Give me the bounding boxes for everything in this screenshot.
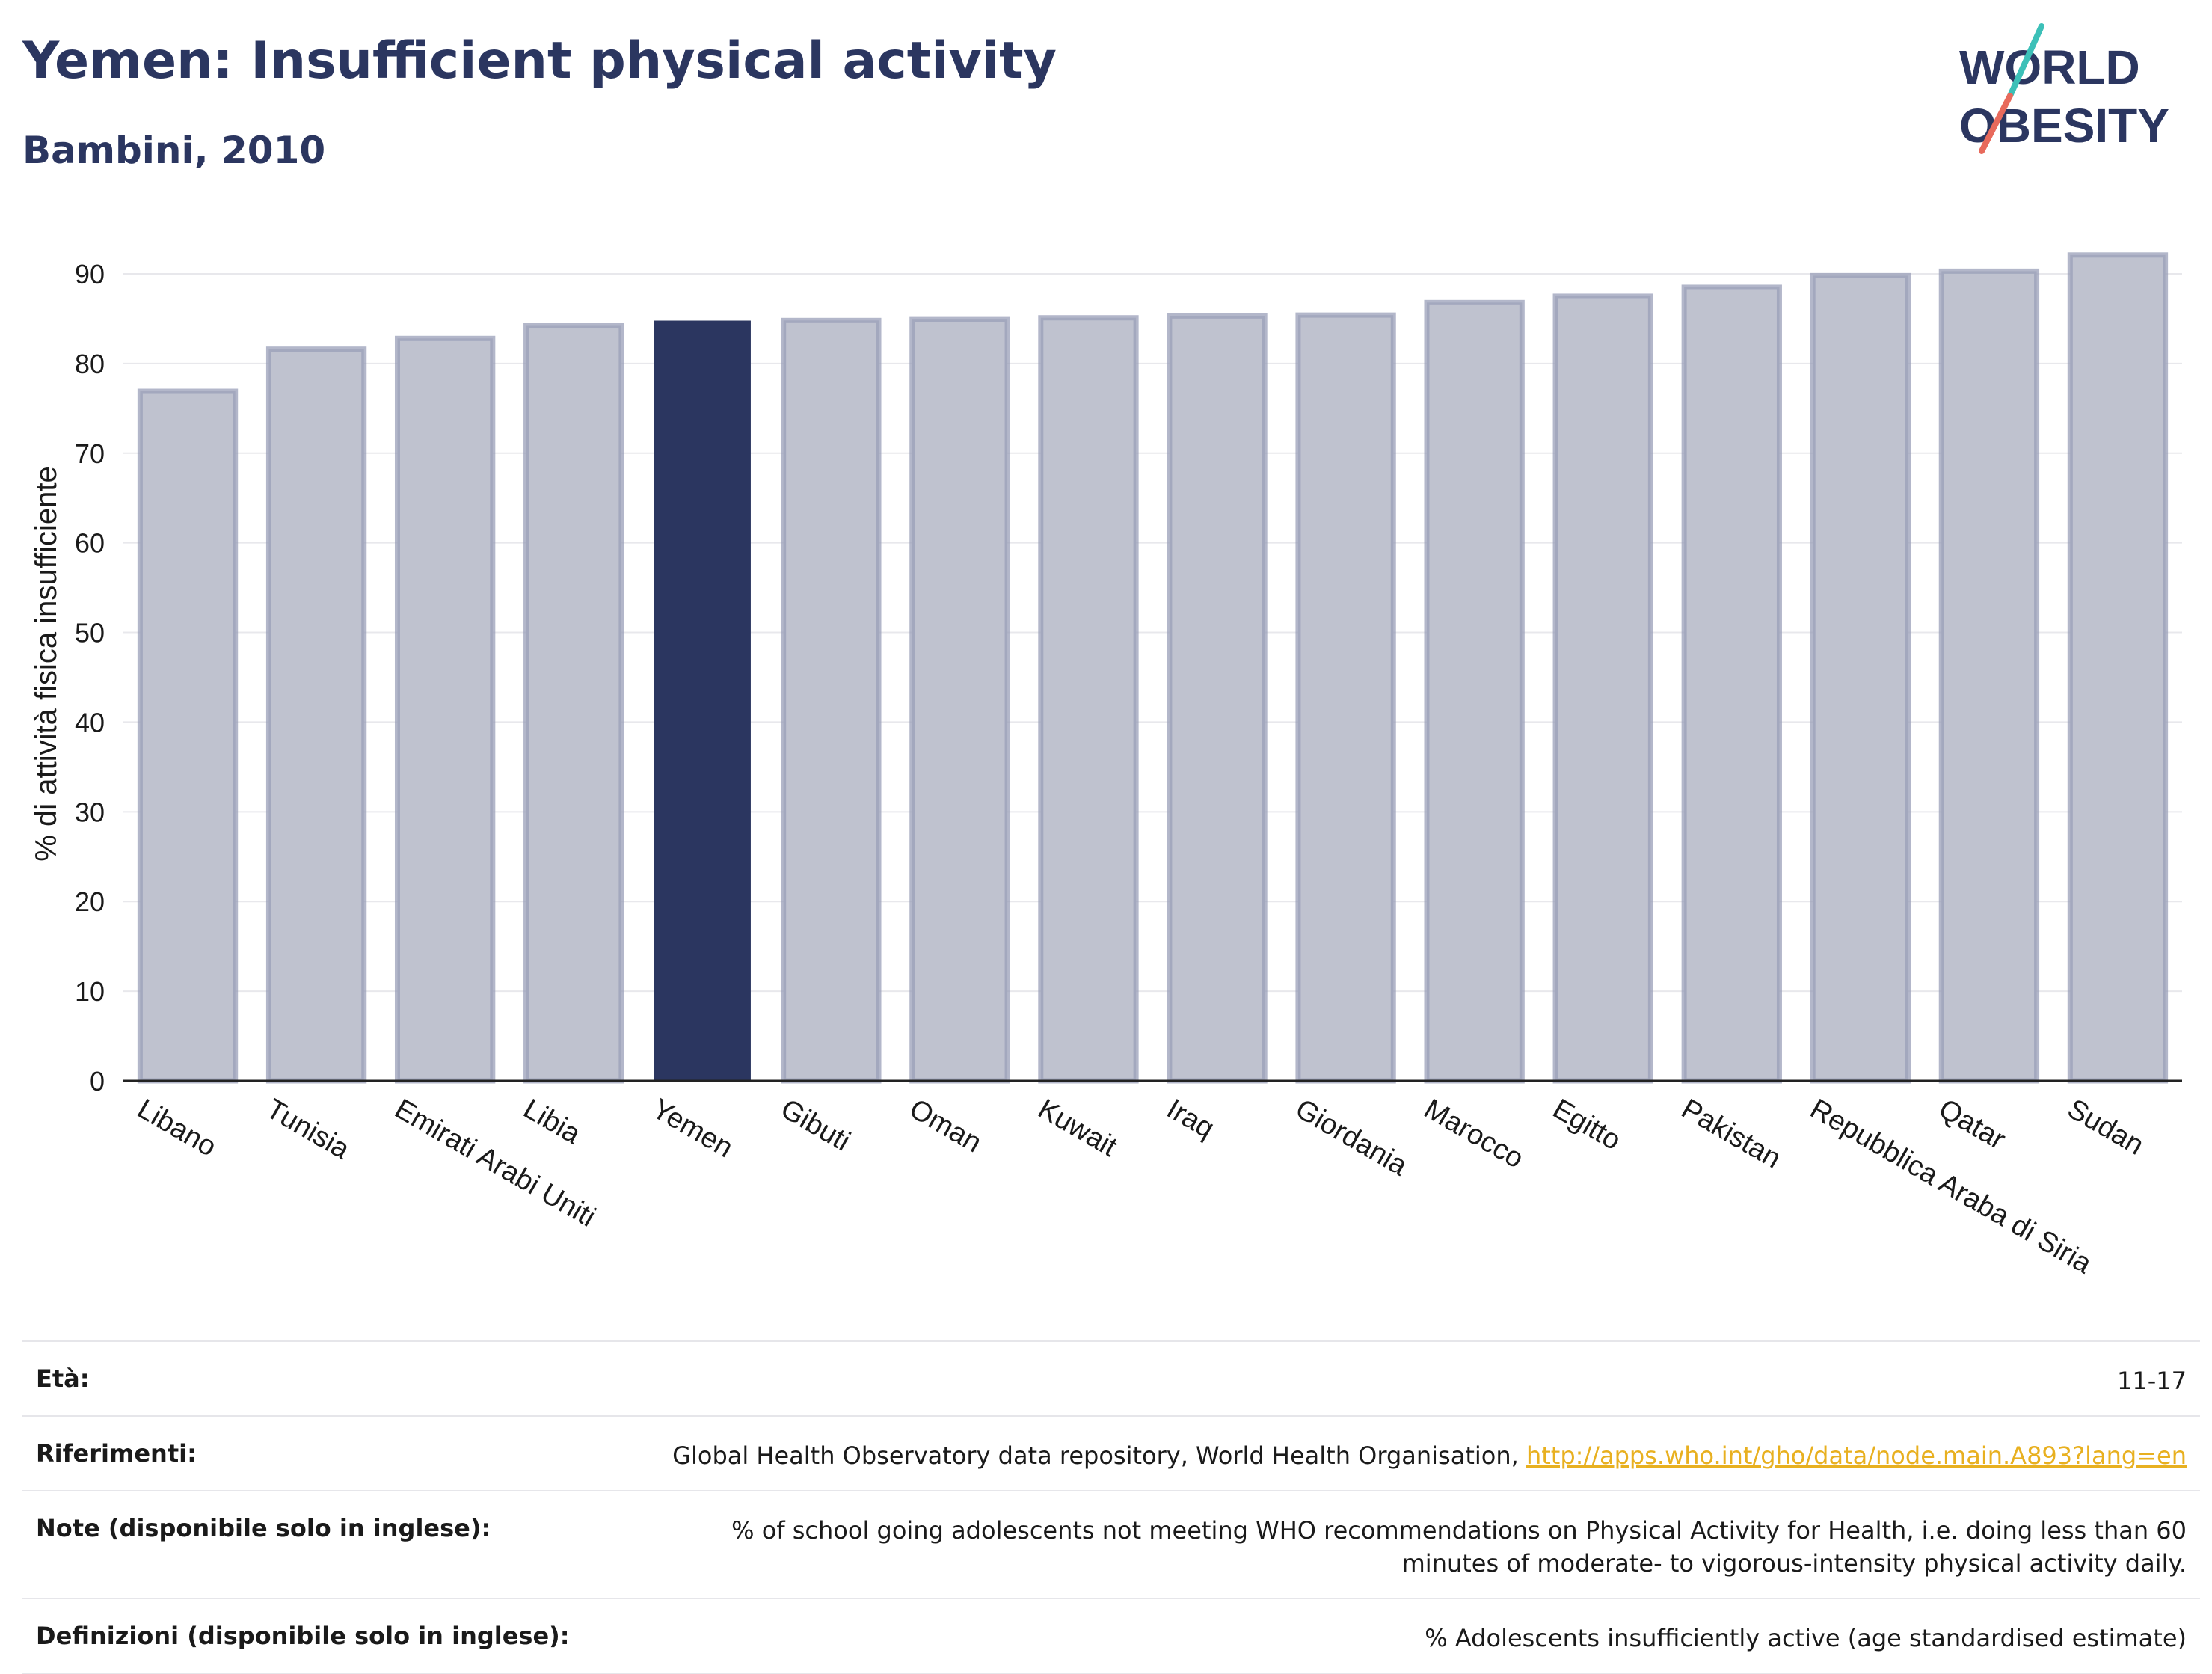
info-value: Global Health Observatory data repositor… <box>672 1439 2187 1472</box>
page-title: Yemen: Insufficient physical activity <box>22 31 1057 91</box>
y-tick-label: 40 <box>75 707 105 738</box>
bar-repubblica-araba-di-siria <box>1810 272 1911 1084</box>
logo-line1: WORLD <box>1959 40 2140 94</box>
info-label: Riferimenti: <box>36 1439 197 1468</box>
info-row-notes: Note (disponibile solo in inglese): % of… <box>22 1490 2200 1598</box>
info-table: Età: 11-17 Riferimenti: Global Health Ob… <box>22 1340 2200 1674</box>
bar-emirati-arabi-uniti <box>394 335 496 1084</box>
info-label: Definizioni (disponibile solo in inglese… <box>36 1622 570 1650</box>
bar-tunisia <box>265 346 367 1084</box>
y-tick-label: 0 <box>90 1066 105 1097</box>
bar-gibuti <box>781 317 882 1084</box>
info-value: 11-17 <box>2117 1367 2187 1395</box>
x-tick-label: Pakistan <box>1676 1093 1786 1174</box>
x-tick-label: Tunisia <box>261 1093 356 1165</box>
info-label: Età: <box>36 1364 90 1393</box>
y-tick-label: 20 <box>75 886 105 917</box>
y-tick-label: 70 <box>75 438 105 469</box>
chart-bars <box>137 252 2169 1084</box>
x-tick-label: Libia <box>518 1093 586 1150</box>
bar-iraq <box>1167 313 1268 1084</box>
x-tick-label: Gibuti <box>775 1093 855 1157</box>
info-row-definitions: Definizioni (disponibile solo in inglese… <box>22 1598 2200 1674</box>
y-axis-label: % di attività fisica insufficiente <box>30 466 63 861</box>
reference-text: Global Health Observatory data repositor… <box>672 1441 1526 1470</box>
y-axis-ticks: 0 10 20 30 40 50 60 70 80 90 <box>75 259 105 1097</box>
y-tick-label: 80 <box>75 349 105 379</box>
x-tick-label: Kuwait <box>1033 1093 1122 1163</box>
world-obesity-logo: WORLD OBESITY <box>1959 23 2169 154</box>
bar-kuwait <box>1038 315 1139 1084</box>
bar-libia <box>523 323 624 1084</box>
info-row-age: Età: 11-17 <box>22 1340 2200 1415</box>
info-value: % of school going adolescents not meetin… <box>731 1516 2187 1578</box>
bar-libano <box>137 388 239 1084</box>
info-row-references: Riferimenti: Global Health Observatory d… <box>22 1415 2200 1490</box>
x-tick-label: Sudan <box>2062 1093 2148 1161</box>
info-value: % Adolescents insufficiently active (age… <box>1425 1624 2187 1652</box>
x-tick-label: Yemen <box>647 1093 738 1164</box>
y-tick-label: 90 <box>75 259 105 289</box>
y-tick-label: 50 <box>75 618 105 649</box>
page-subtitle: Bambini, 2010 <box>22 129 326 172</box>
x-tick-label: Qatar <box>1933 1093 2011 1156</box>
info-label: Note (disponibile solo in inglese): <box>36 1514 491 1542</box>
x-tick-label: Libano <box>132 1093 222 1162</box>
logo-slash-teal <box>2007 23 2044 99</box>
bar-sudan <box>2067 252 2169 1084</box>
bar-marocco <box>1424 299 1525 1084</box>
reference-link[interactable]: http://apps.who.int/gho/data/node.main.A… <box>1526 1441 2187 1470</box>
bar-egitto <box>1552 293 1653 1084</box>
y-tick-label: 30 <box>75 797 105 827</box>
y-tick-label: 60 <box>75 528 105 559</box>
bar-qatar <box>1938 268 2040 1084</box>
x-tick-label: Egitto <box>1547 1093 1626 1156</box>
bar-yemen <box>654 320 751 1082</box>
x-tick-label: Giordania <box>1290 1093 1413 1182</box>
x-tick-label: Oman <box>904 1093 987 1159</box>
x-tick-label: Marocco <box>1419 1093 1529 1174</box>
bar-giordania <box>1295 312 1396 1084</box>
y-tick-label: 10 <box>75 976 105 1007</box>
x-tick-label: Iraq <box>1161 1093 1220 1144</box>
bar-oman <box>909 316 1010 1084</box>
logo-slash-coral <box>1979 93 2013 154</box>
bar-pakistan <box>1681 284 1782 1084</box>
